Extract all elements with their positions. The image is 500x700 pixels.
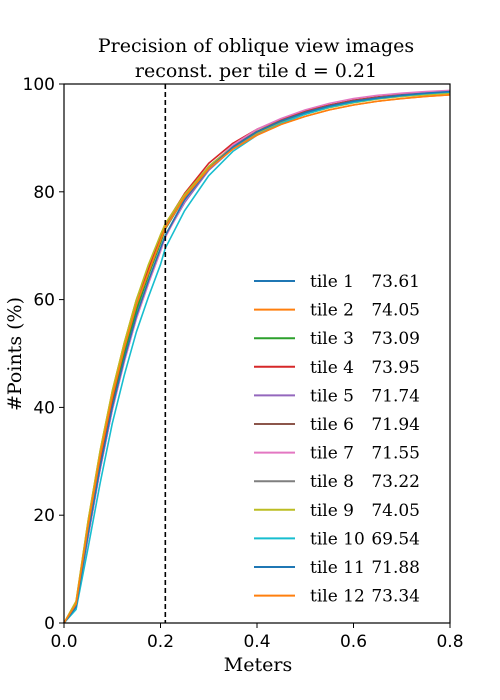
legend-series-score: 74.05	[371, 501, 420, 521]
chart-title-line-2: reconst. per tile d = 0.21	[135, 60, 377, 82]
chart-title-line-1: Precision of oblique view images	[98, 35, 414, 57]
legend-series-name: tile 5	[310, 386, 354, 406]
y-tick-label: 0	[44, 614, 55, 634]
y-tick-label: 100	[23, 75, 55, 95]
legend-series-score: 71.74	[371, 386, 420, 406]
legend-series-score: 73.61	[371, 272, 420, 292]
y-axis-label: #Points (%)	[4, 297, 26, 411]
legend-series-score: 71.94	[371, 415, 420, 435]
legend-series-score: 71.88	[371, 558, 420, 578]
series-line-11	[63, 90, 451, 624]
legend-series-name: tile 7	[310, 444, 354, 464]
legend-series-name: tile 8	[310, 472, 354, 492]
legend-series-name: tile 6	[310, 415, 354, 435]
legend-series-score: 71.55	[371, 444, 420, 464]
legend-series-name: tile 11	[310, 558, 365, 578]
y-tick-label: 20	[33, 506, 55, 526]
x-tick-label: 0.6	[340, 632, 367, 652]
x-tick-label: 0.2	[147, 632, 174, 652]
legend-series-score: 73.34	[371, 587, 420, 607]
x-axis-label: Meters	[224, 654, 292, 676]
legend-series-score: 73.95	[371, 358, 420, 378]
legend-series-name: tile 9	[310, 501, 354, 521]
legend-series-score: 69.54	[371, 529, 420, 549]
x-axis: 0.0 0.2 0.4 0.6 0.8	[50, 623, 464, 652]
y-tick-label: 40	[33, 398, 55, 418]
series-lines-group	[63, 89, 451, 624]
series-line-10	[63, 91, 451, 624]
legend-series-score: 74.05	[371, 301, 420, 321]
legend-series-name: tile 10	[310, 529, 365, 549]
legend-series-name: tile 12	[310, 587, 365, 607]
x-tick-label: 0.4	[243, 632, 270, 652]
y-tick-label: 80	[33, 183, 55, 203]
x-tick-label: 0.8	[436, 632, 463, 652]
y-axis: 0 20 40 60 80 100	[23, 75, 64, 634]
legend-series-name: tile 1	[310, 272, 354, 292]
legend-series-name: tile 2	[310, 301, 354, 321]
series-line-12	[63, 93, 451, 624]
legend: tile 1 73.61 tile 2 74.05 tile 3 73.09 tile 4 7…	[254, 272, 420, 607]
legend-series-score: 73.09	[371, 329, 420, 349]
y-tick-label: 60	[33, 291, 55, 311]
legend-series-name: tile 3	[310, 329, 354, 349]
legend-series-score: 73.22	[371, 472, 420, 492]
legend-series-name: tile 4	[310, 358, 354, 378]
x-tick-label: 0.0	[50, 632, 77, 652]
